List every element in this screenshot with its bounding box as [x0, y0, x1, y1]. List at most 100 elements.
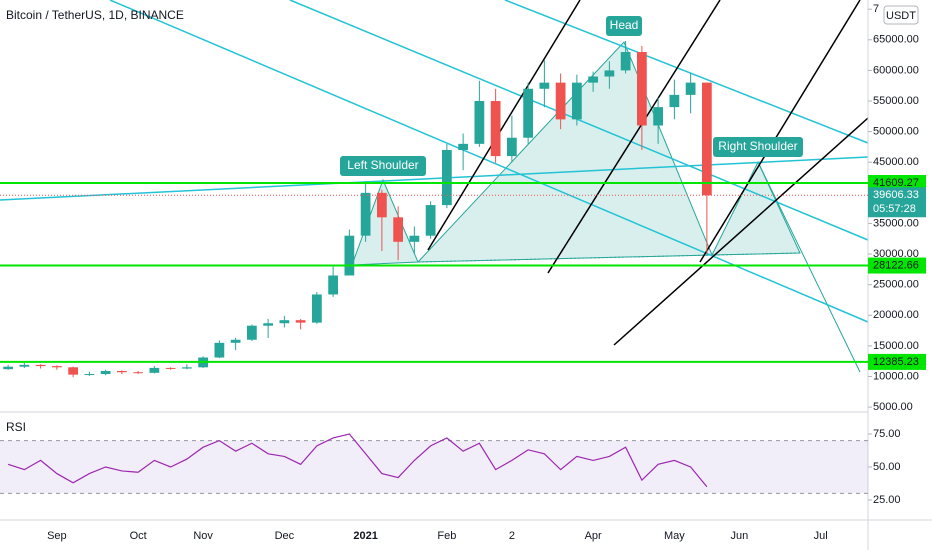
projection	[757, 161, 861, 373]
x-tick-label: Dec	[275, 530, 295, 542]
candle-body	[3, 366, 13, 370]
candle-body	[344, 235, 355, 276]
x-tick-label: Sep	[47, 530, 67, 542]
y-tick-label: 25.00	[873, 494, 901, 506]
y-tick-label: 25000.00	[873, 279, 919, 291]
annotation: Head	[610, 18, 639, 32]
candle-body	[620, 52, 631, 71]
candle-body	[588, 76, 598, 83]
candle-body	[68, 367, 78, 375]
y-tick-label: 50.00	[873, 461, 901, 473]
x-tick-label: Oct	[130, 530, 147, 542]
candle-body	[685, 82, 696, 95]
annotation-box	[713, 137, 803, 157]
countdown: 05:57:28	[873, 203, 916, 215]
x-tick-label: Apr	[585, 530, 602, 542]
candles	[3, 41, 712, 378]
candle-body	[149, 367, 160, 373]
y-tick-label: 5000.00	[873, 401, 913, 413]
annotation: Right Shoulder	[718, 139, 797, 153]
candle-body	[458, 143, 468, 150]
annotation-box	[340, 156, 426, 176]
candle-body	[182, 367, 192, 369]
candle-body	[702, 82, 712, 196]
y-tick-label: 50000.00	[873, 126, 919, 138]
y-tick-label: 65000.00	[873, 34, 919, 46]
y-tick-label: 55000.00	[873, 95, 919, 107]
candle-body	[474, 101, 485, 144]
candle-body	[604, 70, 615, 77]
candle-body	[539, 82, 550, 89]
last-price-label: 39606.33	[873, 189, 919, 201]
chart-title: Bitcoin / TetherUS, 1D, BINANCE	[6, 8, 184, 22]
candle-body	[523, 88, 533, 138]
x-tick-label: Feb	[437, 530, 456, 542]
y-tick-label: 7	[873, 3, 879, 15]
y-tick-label: 15000.00	[873, 340, 919, 352]
trend-line	[0, 156, 869, 201]
x-tick-label: 2021	[353, 530, 377, 542]
right-shoulder-shape	[711, 160, 801, 256]
y-tick-label: 30000.00	[873, 248, 919, 260]
candle-body	[377, 192, 387, 218]
candle-body	[84, 374, 95, 376]
annotation: Left Shoulder	[347, 158, 418, 172]
y-tick-label: 60000.00	[873, 64, 919, 76]
level-label-box	[868, 353, 926, 370]
candle-body	[165, 367, 176, 369]
y-tick-label: 75.00	[873, 428, 901, 440]
last-price-box	[868, 187, 926, 218]
y-tick-label: 20000.00	[873, 309, 919, 321]
level-label: 28122.66	[873, 259, 919, 271]
candle-body	[35, 364, 46, 367]
y-tick-label: 10000.00	[873, 370, 919, 382]
channel-line	[427, 0, 581, 251]
candle-body	[263, 323, 273, 326]
level-label-box	[868, 174, 926, 191]
currency[interactable]: USDT	[886, 10, 916, 22]
x-tick-label: Nov	[193, 530, 213, 542]
candle-body	[19, 364, 30, 367]
currency-box[interactable]	[883, 5, 919, 25]
candle-body	[247, 325, 257, 340]
channel-line	[699, 0, 861, 263]
candle-body	[279, 320, 290, 324]
candle-body	[117, 370, 127, 373]
candle-body	[360, 192, 371, 236]
y-tick-label: 35000.00	[873, 217, 919, 229]
candle-body	[572, 82, 582, 120]
candle-body	[328, 275, 338, 295]
candle-body	[669, 94, 680, 108]
candle-body	[214, 342, 225, 358]
candle-body	[295, 320, 306, 323]
channel-line	[547, 0, 721, 274]
rsi-band	[0, 440, 868, 494]
x-tick-label: 2	[509, 530, 515, 542]
level-label-box	[868, 257, 926, 274]
trend-line	[289, 0, 869, 241]
level-label: 41609.27	[873, 177, 919, 189]
candle-body	[490, 101, 501, 157]
level-label: 12385.23	[873, 356, 919, 368]
rsi-line	[7, 433, 708, 488]
annotation-box	[606, 16, 642, 36]
candle-body	[230, 339, 241, 343]
x-tick-label: Jul	[814, 530, 828, 542]
candle-body	[100, 370, 111, 375]
y-tick-label: 45000.00	[873, 156, 919, 168]
candle-body	[653, 107, 663, 126]
candle-body	[507, 137, 517, 157]
x-tick-label: May	[664, 530, 685, 542]
candle-body	[637, 52, 647, 126]
x-tick-label: Jun	[731, 530, 749, 542]
trend-line	[109, 0, 869, 323]
candle-body	[409, 235, 420, 242]
candle-body	[133, 372, 143, 374]
rsi-title: RSI	[6, 420, 26, 434]
candle-body	[555, 82, 566, 120]
candle-body	[312, 294, 322, 323]
candle-body	[425, 205, 436, 236]
candle-body	[393, 217, 403, 242]
